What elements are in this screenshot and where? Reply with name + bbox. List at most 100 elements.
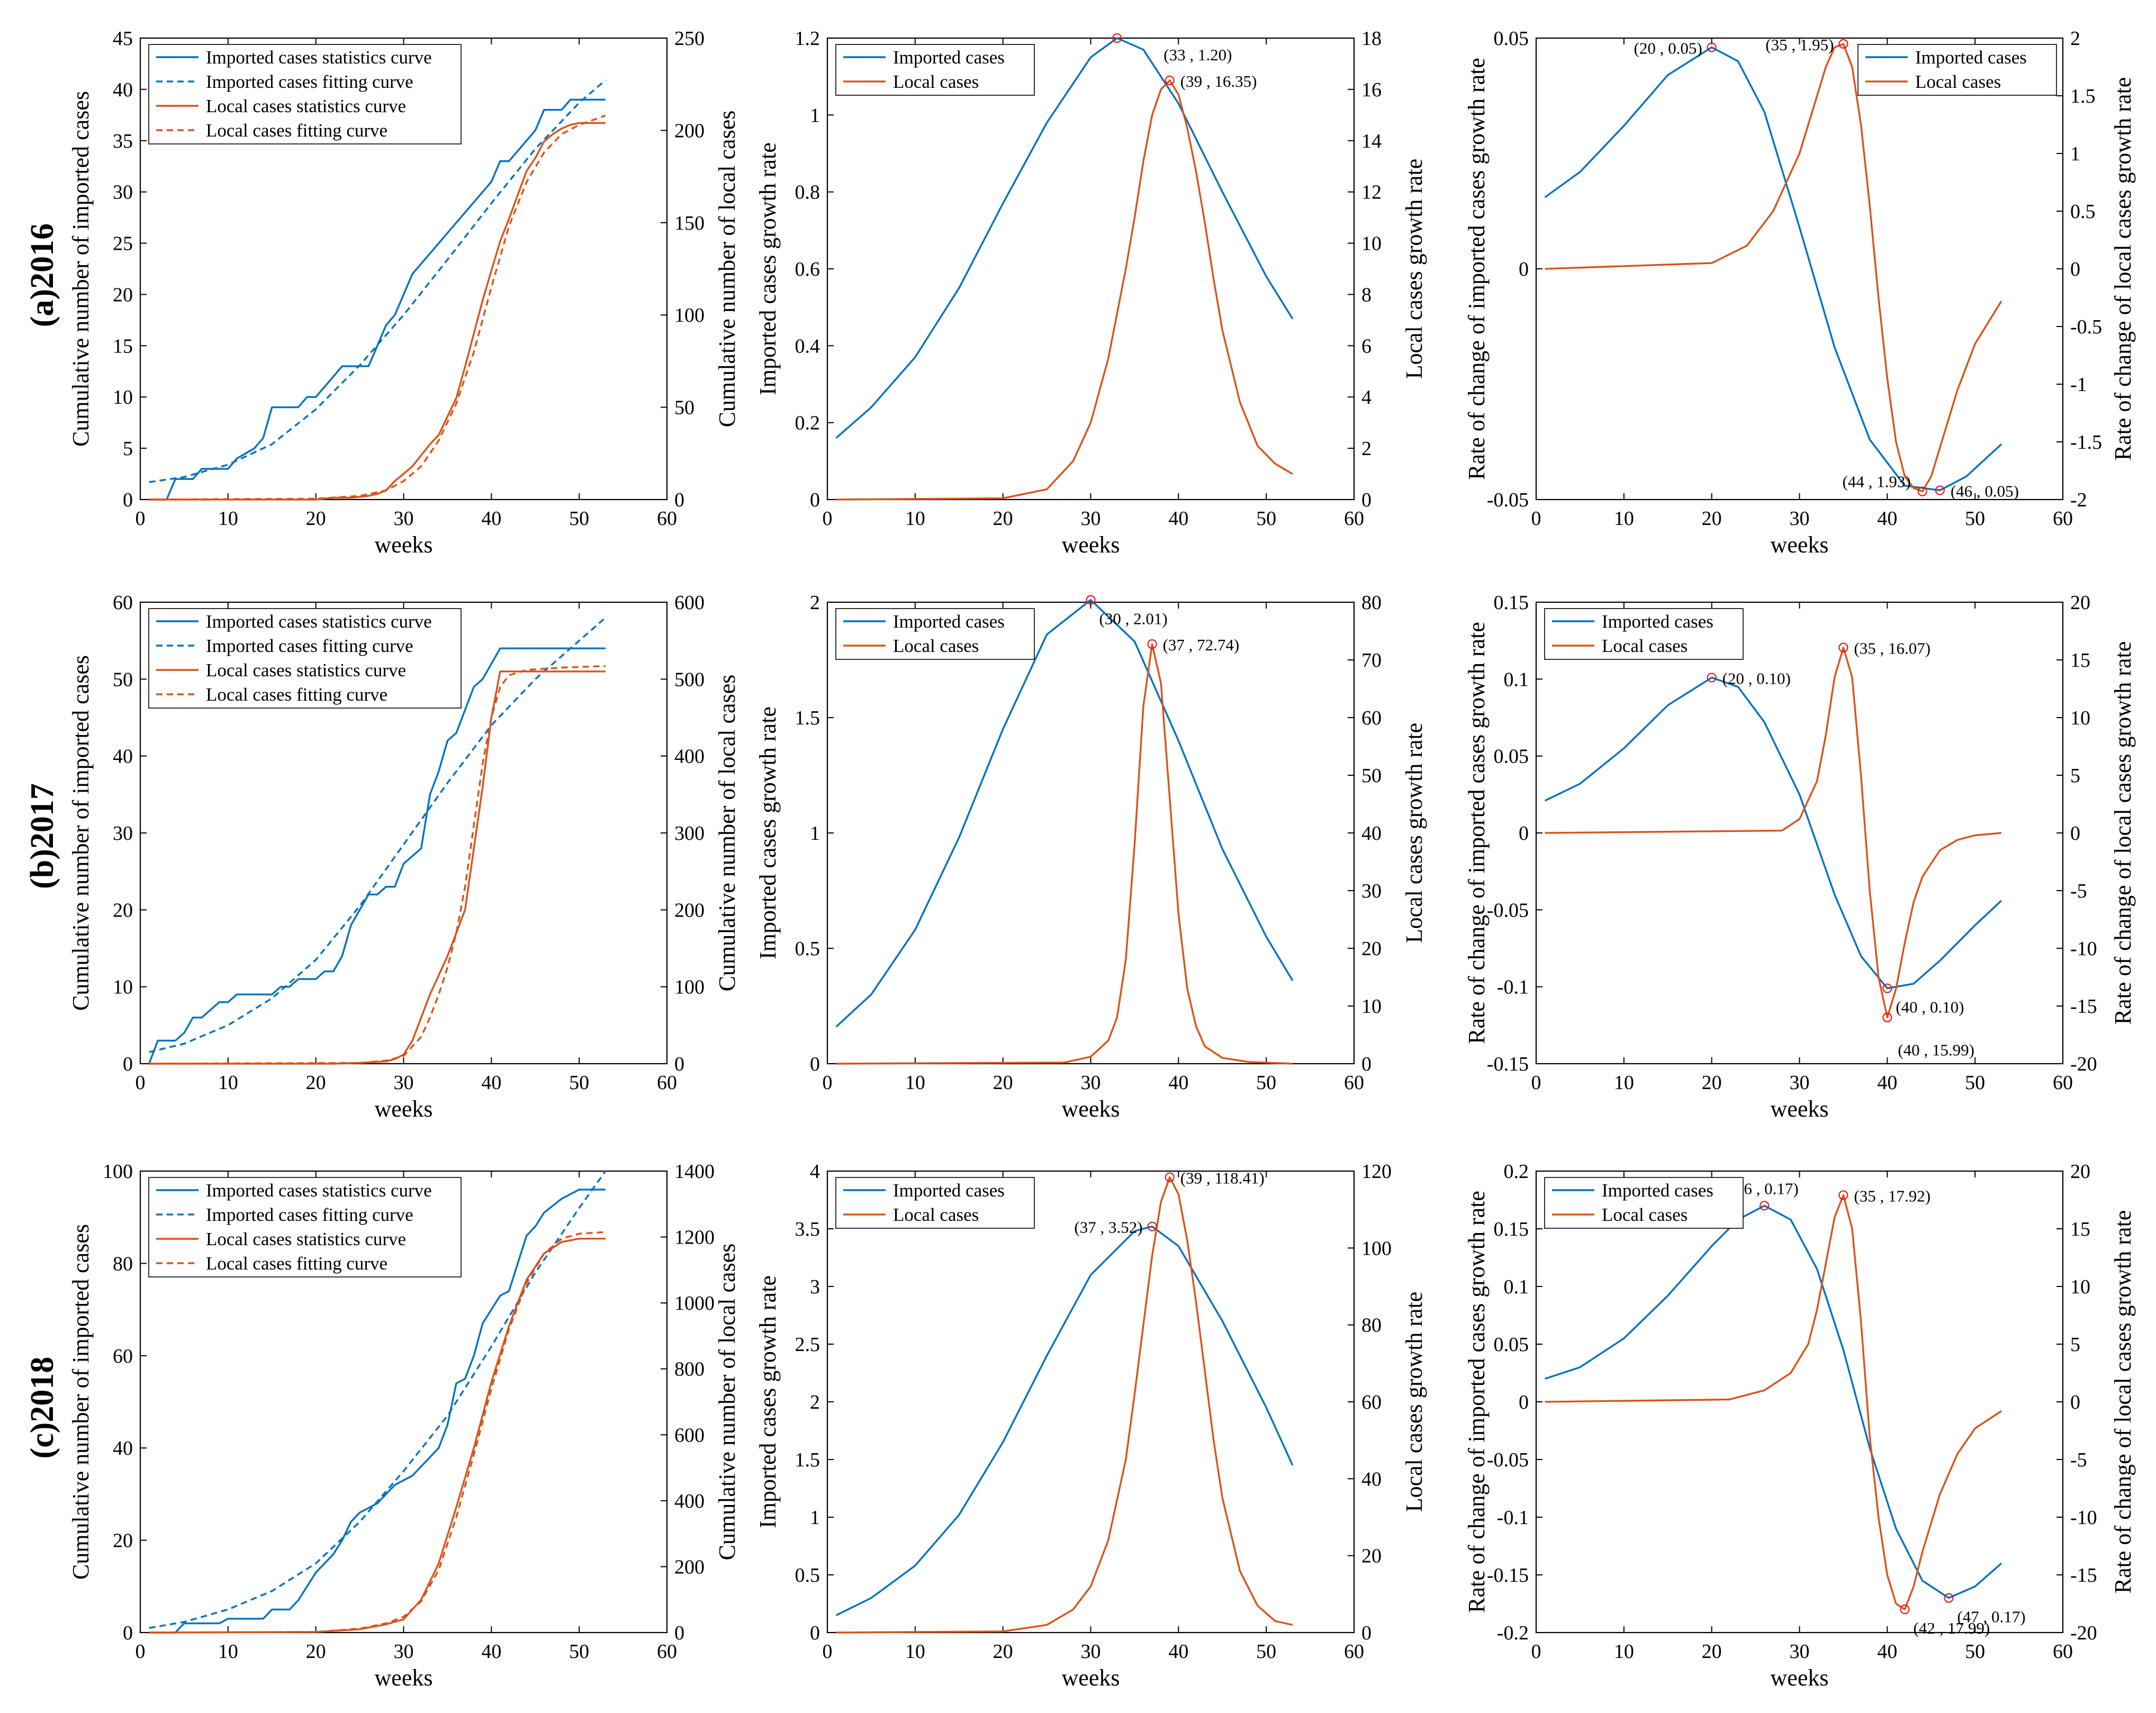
y-right-axis-label: Rate of change of local cases growth rat… (2110, 1210, 2136, 1593)
series-line-local-cases-statistics-curve (149, 1237, 606, 1634)
y-left-axis-label: Imported cases growth rate (755, 1275, 781, 1528)
x-tick-label: 20 (306, 1072, 326, 1094)
x-tick-label: 20 (993, 507, 1013, 530)
y-right-axis-label: Cumulative number of local cases (714, 675, 740, 992)
peak-annotation: (20 , 0.10) (1722, 669, 1791, 687)
x-tick-label: 10 (1614, 507, 1634, 530)
x-axis-label: weeks (375, 532, 433, 558)
plot-frame (826, 37, 1355, 501)
y-left-tick-label: 0.05 (1494, 1334, 1529, 1356)
y-left-tick-label: 0 (123, 489, 133, 511)
y-left-tick-label: 0 (810, 489, 820, 511)
legend-entry: Local cases (1602, 636, 1688, 656)
y-right-tick-label: 0 (1361, 1622, 1372, 1644)
y-right-tick-label: 30 (1361, 880, 1382, 902)
series-line-local-cases (1545, 1194, 2002, 1610)
legend-box (835, 608, 1035, 660)
y-left-tick-label: 10 (113, 976, 133, 999)
x-tick-label: 60 (2053, 1072, 2073, 1094)
y-right-tick-label: 18 (1361, 28, 1382, 50)
y-left-tick-label: 0.05 (1494, 28, 1529, 50)
y-left-tick-label: 0.5 (795, 938, 820, 960)
y-left-tick-label: 0.4 (795, 335, 820, 357)
x-tick-label: 30 (1790, 1641, 1810, 1663)
y-right-tick-label: -5 (2070, 1449, 2087, 1471)
y-left-tick-label: 60 (113, 1345, 133, 1367)
legend-entry: Imported cases fitting curve (206, 71, 413, 92)
peak-marker (1900, 1605, 1910, 1615)
y-left-tick-label: 30 (113, 182, 133, 204)
x-tick-label: 30 (1790, 1072, 1810, 1094)
x-tick-label: 60 (657, 1641, 677, 1663)
legend-entry: Imported cases (1602, 1180, 1713, 1201)
row-label-2017: (b)2017 (24, 783, 60, 889)
series-line-imported-cases (835, 37, 1294, 439)
peak-marker (1147, 639, 1157, 649)
x-tick-label: 30 (394, 507, 414, 530)
x-tick-label: 40 (1877, 507, 1897, 530)
y-right-tick-label: 10 (1361, 233, 1382, 255)
series-line-imported-cases (835, 599, 1294, 1028)
x-axis-label: weeks (375, 1096, 433, 1122)
legend-box (148, 1177, 462, 1277)
y-left-tick-label: -0.1 (1497, 976, 1529, 999)
legend-box (148, 608, 462, 709)
peak-annotation: (37 , 3.52) (1074, 1218, 1142, 1237)
y-left-axis-label: Cumulative number of imported cases (68, 655, 94, 1011)
x-axis-label: weeks (375, 1665, 433, 1691)
y-left-tick-label: 10 (113, 386, 133, 409)
peak-marker (1882, 983, 1892, 993)
peak-marker (1707, 42, 1717, 52)
legend-box (835, 1177, 1035, 1229)
x-tick-label: 20 (1702, 507, 1722, 530)
x-tick-label: 40 (1877, 1072, 1897, 1094)
series-line-imported-cases-statistics-curve (149, 1189, 606, 1634)
y-left-tick-label: 1 (810, 822, 820, 845)
y-right-tick-label: 6 (1361, 335, 1372, 357)
y-left-tick-label: 0.15 (1494, 592, 1529, 614)
x-axis-label: weeks (1771, 532, 1829, 558)
y-left-tick-label: 0 (1519, 822, 1529, 845)
y-right-tick-label: 0 (1361, 1053, 1372, 1075)
y-left-axis-label: Cumulative number of imported cases (68, 91, 94, 447)
y-left-tick-label: 30 (113, 822, 133, 845)
plot-frame (1535, 37, 2064, 501)
y-left-tick-label: 20 (113, 284, 133, 306)
y-right-tick-label: -5 (2070, 880, 2087, 902)
row-label-2018: (c)2018 (24, 1357, 60, 1459)
series-line-imported-cases-fitting-curve (149, 79, 607, 483)
peak-annotation: (35 , 16.07) (1854, 639, 1931, 658)
x-tick-label: 20 (306, 1641, 326, 1663)
y-right-tick-label: 0 (674, 1622, 684, 1644)
legend-entry: Imported cases statistics curve (206, 47, 432, 68)
y-right-tick-label: 20 (2070, 1161, 2090, 1183)
y-right-axis-label: Local cases growth rate (1401, 159, 1427, 379)
x-tick-label: 0 (136, 1641, 146, 1663)
y-right-tick-label: 120 (1361, 1161, 1392, 1183)
series-line-imported-cases-fitting-curve (149, 617, 607, 1053)
y-right-tick-label: -10 (2070, 1507, 2097, 1529)
y-right-tick-label: 200 (674, 899, 705, 921)
x-tick-label: 60 (1344, 1072, 1364, 1094)
legend-entry: Local cases (1915, 71, 2001, 92)
y-right-tick-label: 40 (1361, 1468, 1382, 1490)
peak-annotation: (40 , 0.10) (1896, 998, 1964, 1017)
x-tick-label: 40 (1168, 1072, 1188, 1094)
y-right-tick-label: 16 (1361, 79, 1382, 101)
peak-marker (1838, 642, 1848, 652)
legend-entry: Local cases statistics curve (206, 1229, 406, 1249)
y-left-tick-label: 25 (113, 233, 133, 255)
y-left-tick-label: 40 (113, 1437, 133, 1460)
y-right-tick-label: 600 (674, 1424, 705, 1446)
y-left-tick-label: 45 (113, 28, 133, 50)
y-left-axis-label: Rate of change of imported cases growth … (1464, 58, 1490, 480)
x-tick-label: 20 (1702, 1072, 1722, 1094)
series-line-local-cases-fitting-curve (149, 665, 606, 1065)
x-tick-label: 10 (218, 1072, 238, 1094)
peak-marker (1707, 673, 1717, 683)
y-right-tick-label: -0.5 (2070, 316, 2102, 338)
y-left-tick-label: 3 (810, 1276, 820, 1298)
y-left-tick-label: 2.5 (795, 1334, 820, 1356)
y-left-tick-label: 50 (113, 668, 133, 691)
legend-entry: Imported cases fitting curve (206, 636, 413, 656)
